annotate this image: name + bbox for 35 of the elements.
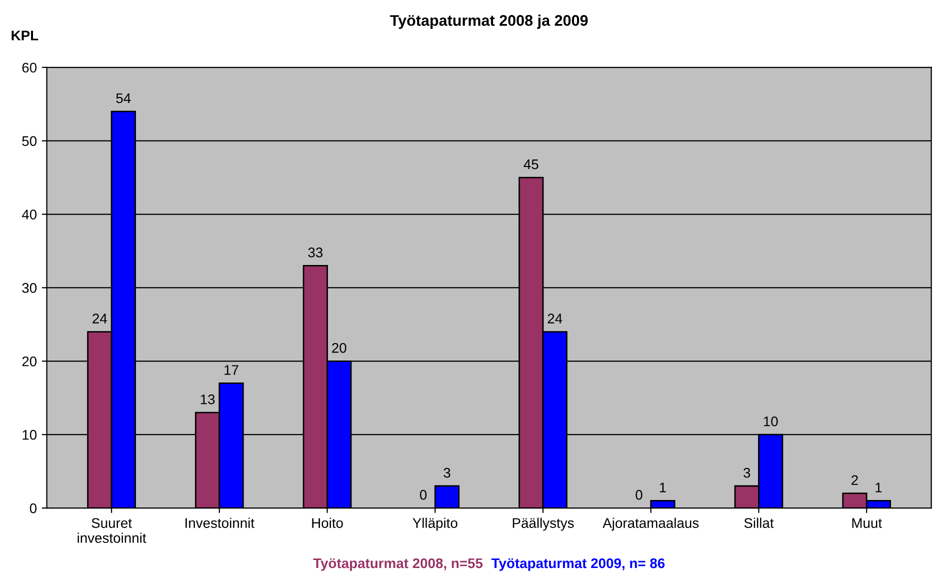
data-label: 13 — [200, 394, 215, 404]
data-label: 33 — [308, 248, 323, 258]
x-tick-label: Ylläpito — [412, 518, 458, 531]
data-label: 20 — [332, 343, 346, 353]
data-label: 17 — [224, 365, 238, 375]
x-tick-label: Ajoratamaalaus — [602, 518, 699, 531]
x-tick-label: Muut — [852, 518, 882, 528]
data-label: 54 — [116, 93, 131, 104]
data-label: 0 — [420, 490, 427, 500]
y-tick-label: 60 — [22, 62, 37, 73]
y-tick-label: 20 — [22, 356, 37, 366]
y-tick-label: 0 — [30, 503, 37, 514]
data-label: 0 — [636, 490, 642, 500]
y-tick-label: 50 — [22, 136, 37, 146]
data-label: 24 — [548, 314, 562, 324]
data-label: 1 — [876, 482, 882, 492]
text: Työtapaturmat 2009, n= 86 — [491, 558, 665, 571]
y-tick-label: 30 — [22, 283, 37, 293]
chart-title: Työtapaturmat 2008 ja 2009 — [390, 14, 588, 29]
x-tick-label: Investoinnit — [186, 518, 254, 528]
data-label: 2 — [852, 475, 858, 485]
y-tick-label: 10 — [22, 430, 37, 440]
data-label: 3 — [444, 468, 450, 478]
y-tick-label: 40 — [22, 210, 37, 220]
data-label: 1 — [660, 482, 666, 492]
data-label: 3 — [744, 468, 750, 478]
data-label: 10 — [764, 416, 778, 426]
y-axis-title: KPL — [12, 30, 38, 40]
text: Työtapaturmat 2008, n=55 — [313, 558, 483, 571]
data-label: 45 — [524, 160, 538, 170]
data-label: 24 — [92, 314, 107, 324]
x-tick-label: Suuret investoinnit — [78, 518, 146, 543]
x-tick-label: Päällystys — [512, 518, 574, 531]
x-tick-label: Hoito — [312, 518, 343, 528]
x-tick-label: Sillat — [744, 518, 774, 528]
